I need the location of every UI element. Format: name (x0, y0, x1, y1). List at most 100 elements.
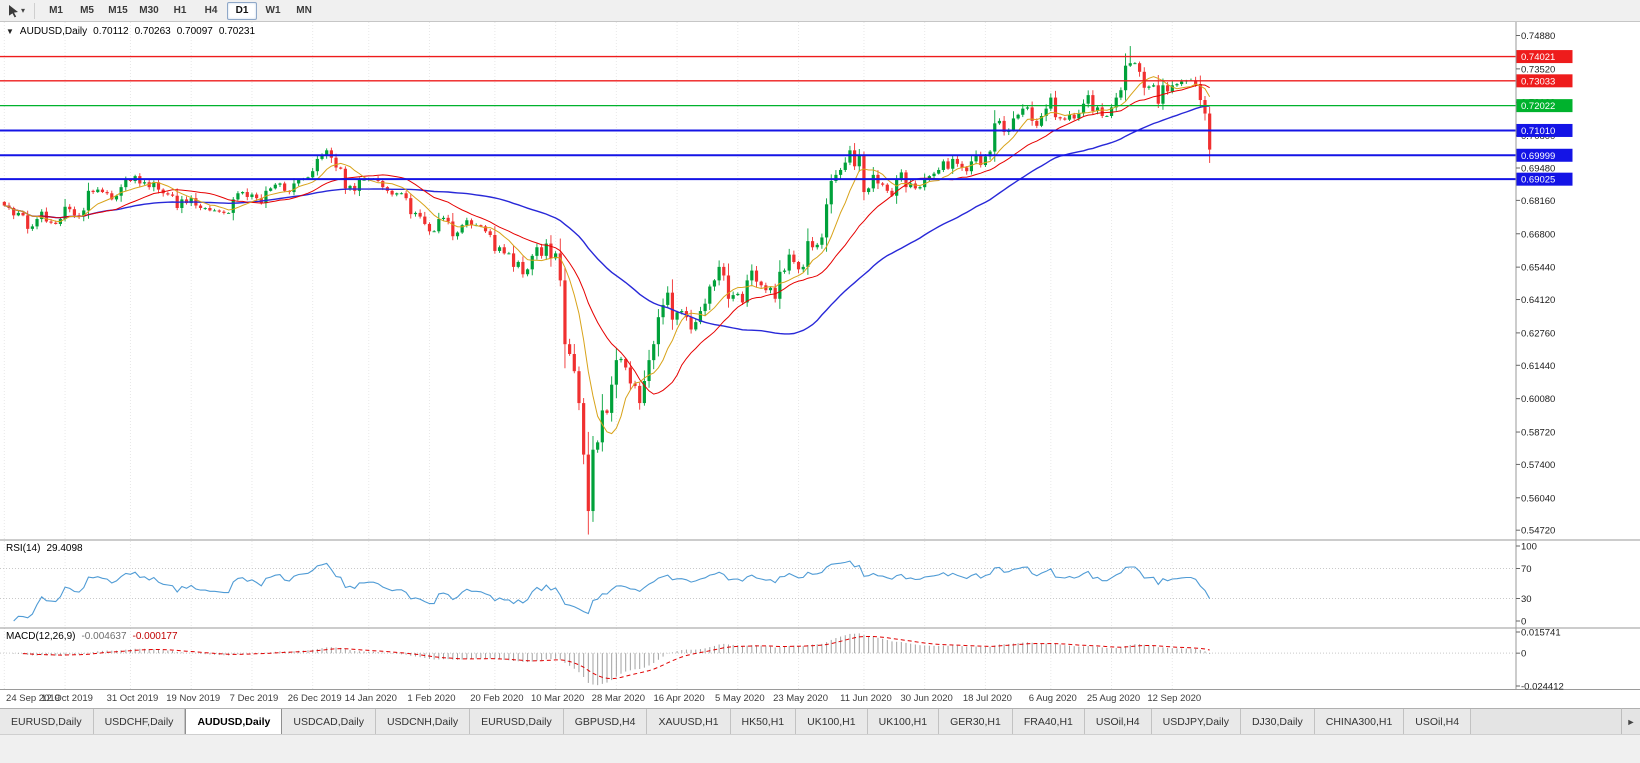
chart-tab-dj30-daily[interactable]: DJ30,Daily (1240, 709, 1315, 735)
time-axis-label: 16 Apr 2020 (653, 693, 705, 704)
time-axis-label: 25 Aug 2020 (1086, 693, 1141, 704)
svg-text:0.74021: 0.74021 (1521, 52, 1555, 63)
chart-tab-bar: EURUSD,Daily USDCHF,Daily AUDUSD,Daily USDC… (0, 708, 1640, 735)
low-value: 0.70097 (176, 26, 213, 37)
timeframe-h1[interactable]: H1 (173, 4, 187, 16)
svg-text:0: 0 (1521, 649, 1526, 660)
rsi-value: 29.4098 (46, 543, 83, 554)
timeframe-m1[interactable]: M1 (49, 4, 63, 16)
ma-line-8 (4, 76, 1211, 435)
price-tags: 0.74021 0.73033 0.72022 0.71010 0.69999 0.690… (1516, 50, 1573, 186)
svg-text:0.73033: 0.73033 (1521, 76, 1555, 87)
chart-tab-ger30-h1[interactable]: GER30,H1 (939, 709, 1013, 735)
high-value: 0.70263 (134, 26, 171, 37)
chart-tab-china300-h1[interactable]: CHINA300,H1 (1314, 709, 1405, 735)
timeframe-m5[interactable]: M5 (80, 4, 94, 16)
time-axis-label: 31 Oct 2019 (106, 693, 159, 704)
rsi-axis-labels: 100 70 30 0 (1516, 542, 1537, 628)
time-axis-label: 5 May 2020 (714, 693, 765, 704)
price-tag-0.71010[interactable]: 0.71010 (1516, 123, 1573, 137)
svg-text:0.62760: 0.62760 (1521, 328, 1555, 339)
svg-text:0.58720: 0.58720 (1521, 428, 1555, 439)
macd-indicator-label: MACD(12,26,9) -0.004637 -0.000177 (6, 631, 178, 642)
chart-tab-usdjpy-daily[interactable]: USDJPY,Daily (1151, 709, 1241, 735)
time-axis: 24 Sep 2019 12 Oct 2019 31 Oct 2019 19 Nov … (0, 690, 1640, 708)
time-axis-label: 14 Jan 2020 (344, 693, 397, 704)
price-tag-0.69025[interactable]: 0.69025 (1516, 172, 1573, 186)
svg-text:0.65440: 0.65440 (1521, 263, 1555, 274)
timeframe-m30[interactable]: M30 (139, 4, 159, 16)
chart-tab-usoil-h4[interactable]: USOil,H4 (1084, 709, 1152, 735)
time-axis-label: 11 Jun 2020 (840, 693, 892, 704)
svg-text:0.69999: 0.69999 (1521, 151, 1555, 162)
tab-scroll-right-button[interactable]: ► (1621, 708, 1640, 735)
time-axis-label: 30 Jun 2020 (900, 693, 953, 704)
collapse-arrow-icon[interactable]: ▼ (6, 27, 14, 36)
time-axis-label: 7 Dec 2019 (229, 693, 279, 704)
chart-tab-fra40-h1[interactable]: FRA40,H1 (1012, 709, 1085, 735)
svg-text:70: 70 (1521, 564, 1532, 575)
ma-line-20 (4, 84, 1210, 395)
time-axis-label: 19 Nov 2019 (166, 693, 221, 704)
timeframe-buttons: M1 M5 M15 M30 H1 H4 D1 W1 MN (41, 1, 319, 20)
time-axis-label: 20 Feb 2020 (470, 693, 524, 704)
chart-tab-eurusd-daily[interactable]: EURUSD,Daily (470, 709, 564, 735)
symbol-label: AUDUSD,Daily (19, 26, 88, 37)
price-tag-0.69999[interactable]: 0.69999 (1516, 148, 1573, 162)
chart-canvas[interactable]: 0.748800.735200.721600.708000.694800.681… (0, 22, 1640, 690)
chart-tab-gbpusd-h4[interactable]: GBPUSD,H4 (563, 709, 648, 735)
rsi-line (13, 560, 1211, 622)
timeframe-m15[interactable]: M15 (108, 4, 128, 16)
svg-text:0.64120: 0.64120 (1521, 295, 1555, 306)
svg-text:100: 100 (1521, 542, 1537, 553)
chart-area[interactable]: 0.748800.735200.721600.708000.694800.681… (0, 22, 1640, 708)
macd-axis-labels: 0.015741 0 -0.024412 (1516, 628, 1564, 691)
price-tag-0.73033[interactable]: 0.73033 (1516, 74, 1573, 88)
svg-text:0.68160: 0.68160 (1521, 196, 1555, 207)
time-axis-label: 26 Dec 2019 (287, 693, 342, 704)
chart-tab-usdcad-daily[interactable]: USDCAD,Daily (282, 709, 376, 735)
chart-tab-usdcnh-daily[interactable]: USDCNH,Daily (375, 709, 471, 735)
cursor-tool-button[interactable]: ▾ (4, 4, 28, 18)
svg-text:0: 0 (1521, 617, 1526, 628)
svg-text:0.60080: 0.60080 (1521, 394, 1555, 405)
price-tag-0.72022[interactable]: 0.72022 (1516, 99, 1573, 113)
toolbar-separator (34, 2, 36, 19)
svg-text:0.66800: 0.66800 (1521, 229, 1555, 240)
chart-tab-audusd-daily[interactable]: AUDUSD,Daily (185, 709, 283, 735)
chart-tab-hk50-h1[interactable]: HK50,H1 (730, 709, 797, 735)
grid-lines (3, 22, 1173, 690)
svg-text:0.54720: 0.54720 (1521, 526, 1555, 537)
chart-tab-usoil-h4[interactable]: USOil,H4 (1404, 709, 1472, 735)
time-axis-label: 18 Jul 2020 (962, 693, 1012, 704)
macd-histogram (13, 633, 1211, 686)
rsi-name: RSI(14) (6, 543, 41, 554)
chart-symbol-ohlc: ▼ AUDUSD,Daily 0.70112 0.70263 0.70097 0… (6, 26, 255, 37)
bottom-strip (0, 734, 1640, 763)
timeframe-h4[interactable]: H4 (204, 4, 218, 16)
chart-tab-eurusd-daily[interactable]: EURUSD,Daily (0, 709, 94, 735)
time-axis-label: 28 Mar 2020 (591, 693, 645, 704)
chart-tab-usdchf-daily[interactable]: USDCHF,Daily (93, 709, 186, 735)
chart-tab-xauusd-h1[interactable]: XAUUSD,H1 (647, 709, 731, 735)
svg-text:0.74880: 0.74880 (1521, 31, 1555, 42)
macd-signal-line (23, 636, 1210, 680)
timeframe-mn[interactable]: MN (296, 4, 312, 16)
close-value: 0.70231 (218, 26, 256, 37)
svg-text:-0.024412: -0.024412 (1521, 682, 1564, 691)
price-tag-0.74021[interactable]: 0.74021 (1516, 50, 1573, 64)
timeframe-w1[interactable]: W1 (265, 4, 281, 16)
svg-text:0.015741: 0.015741 (1521, 628, 1561, 639)
chart-tab-uk100-h1[interactable]: UK100,H1 (867, 709, 940, 735)
chevron-down-icon: ▾ (21, 5, 26, 15)
svg-text:0.73520: 0.73520 (1521, 64, 1555, 75)
timeframe-d1[interactable]: D1 (227, 1, 258, 20)
time-axis-label: 12 Sep 2020 (1147, 693, 1202, 704)
ma-line-50 (4, 105, 1210, 335)
chart-tab-uk100-h1[interactable]: UK100,H1 (796, 709, 868, 735)
time-axis-label: 12 Oct 2019 (41, 693, 93, 704)
svg-text:0.69480: 0.69480 (1521, 164, 1555, 175)
svg-text:0.57400: 0.57400 (1521, 460, 1555, 471)
svg-text:0.69025: 0.69025 (1521, 175, 1555, 186)
